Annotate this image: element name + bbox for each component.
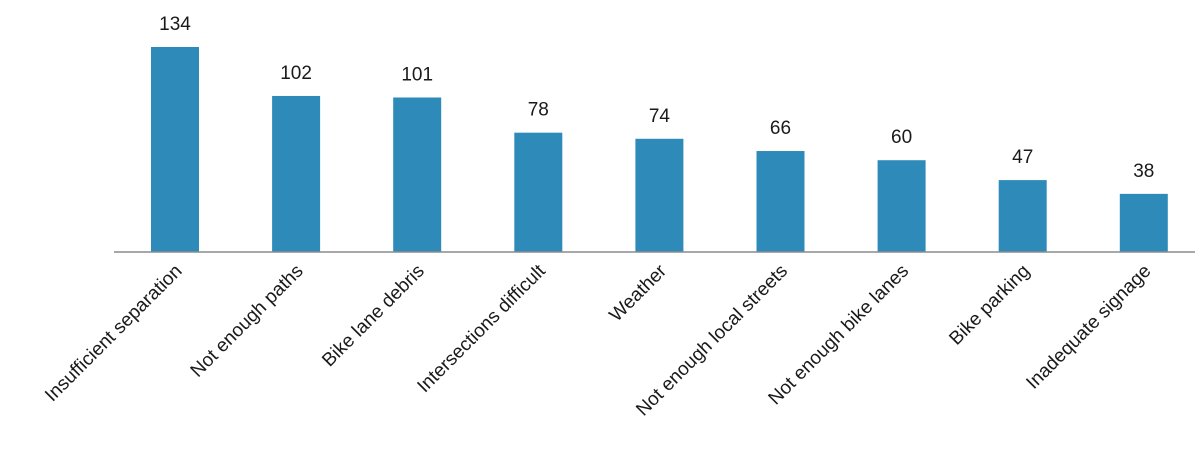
x-tick-label: Not enough bike lanes [765, 261, 914, 410]
x-tick-label: Bike parking [945, 261, 1034, 350]
bar [1119, 193, 1168, 252]
data-label: 38 [1133, 161, 1154, 182]
bars-group [151, 47, 1168, 252]
bar [998, 180, 1047, 252]
x-tick-label: Intersections difficult [414, 260, 551, 397]
category-labels-group: Insufficient separation Not enough paths B… [41, 260, 1155, 420]
bar [877, 160, 926, 252]
data-label: 60 [891, 127, 912, 148]
bar [272, 95, 321, 252]
bar [514, 132, 563, 252]
x-tick-label: Weather [606, 260, 672, 326]
value-labels-group: 134 102 101 78 74 66 60 47 38 [159, 14, 1154, 182]
x-tick-label: Inadequate signage [1022, 261, 1155, 394]
x-tick-label: Bike lane debris [318, 261, 428, 371]
data-label: 66 [770, 118, 791, 139]
bar [393, 97, 442, 252]
data-label: 78 [528, 100, 549, 121]
bar [151, 47, 199, 252]
data-label: 134 [159, 14, 191, 35]
data-label: 74 [649, 106, 671, 127]
x-tick-label: Not enough paths [187, 261, 308, 382]
bar [635, 138, 684, 252]
bar [756, 151, 805, 252]
data-label: 102 [280, 63, 312, 84]
x-tick-label: Insufficient separation [41, 261, 186, 406]
data-label: 101 [401, 64, 433, 85]
data-label: 47 [1012, 147, 1033, 168]
